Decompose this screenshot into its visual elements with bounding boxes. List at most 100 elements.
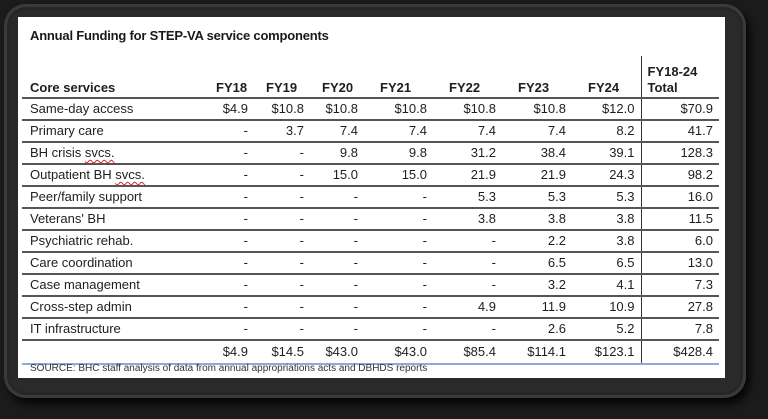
cell-total: 7.8 <box>640 318 719 341</box>
cell-fy22: 7.4 <box>433 120 502 143</box>
total-cell-fy21: $43.0 <box>364 340 433 365</box>
cell-fy18: - <box>204 142 254 165</box>
cell-fy18: - <box>204 318 254 341</box>
cell-fy23: 5.3 <box>502 186 572 209</box>
cell-total: 98.2 <box>640 164 719 187</box>
header-fy23: FY23 <box>502 56 572 99</box>
cell-total: 7.3 <box>640 274 719 297</box>
table-row: Care coordination - - - - -6.5 6.5 13.0 <box>22 252 719 275</box>
cell-fy19: - <box>254 274 310 297</box>
cell-fy23: 11.9 <box>502 296 572 319</box>
table-row: Veterans' BH - - - -3.8 3.8 3.8 11.5 <box>22 208 719 231</box>
cell-fy21: 15.0 <box>364 164 433 187</box>
cell-fy23: 3.8 <box>502 208 572 231</box>
table-row: Outpatient BH svcs. - -15.0 15.0 21.9 21.9 24.… <box>22 164 719 187</box>
cell-fy23: 7.4 <box>502 120 572 143</box>
cell-fy18: - <box>204 274 254 297</box>
cell-fy22: - <box>433 318 502 341</box>
table-row: Peer/family support - - - -5.3 5.3 5.3 16.0 <box>22 186 719 209</box>
totals-label <box>22 340 204 365</box>
spellcheck-flagged-word: svcs. <box>115 167 145 182</box>
cell-fy21: - <box>364 274 433 297</box>
total-cell-fy20: $43.0 <box>310 340 364 365</box>
header-fy24: FY24 <box>572 56 641 99</box>
cell-total: $70.9 <box>640 98 719 121</box>
cell-fy22: 4.9 <box>433 296 502 319</box>
cell-total: 128.3 <box>640 142 719 165</box>
cell-fy20: - <box>310 296 364 319</box>
total-cell-fy24: $123.1 <box>572 340 641 365</box>
cell-fy21: 9.8 <box>364 142 433 165</box>
header-core-services: Core services <box>22 56 204 99</box>
cell-fy22: - <box>433 252 502 275</box>
cell-fy21: - <box>364 252 433 275</box>
row-service-name-prefix: Outpatient BH <box>30 167 116 182</box>
cell-fy24: 8.2 <box>572 120 641 143</box>
cell-fy19: - <box>254 252 310 275</box>
cell-fy21: $10.8 <box>364 98 433 121</box>
row-service-name: Primary care <box>22 120 204 143</box>
cell-fy24: 6.5 <box>572 252 641 275</box>
header-row: Core services FY18 FY19 FY20 FY21 FY22 F… <box>22 56 719 99</box>
totals-row: $4.9 $14.5 $43.0 $43.0 $85.4 $114.1 $123.1 $428… <box>22 340 719 365</box>
cell-fy24: 3.8 <box>572 230 641 253</box>
cell-fy23: $10.8 <box>502 98 572 121</box>
total-cell-fy23: $114.1 <box>502 340 572 365</box>
row-service-name: Peer/family support <box>22 186 204 209</box>
header-fy18: FY18 <box>204 56 254 99</box>
table-row: Same-day access $4.9 $10.8 $10.8 $10.8 $10.8 $… <box>22 98 719 121</box>
cell-fy23: 2.2 <box>502 230 572 253</box>
cell-fy21: 7.4 <box>364 120 433 143</box>
cell-fy23: 3.2 <box>502 274 572 297</box>
row-service-name: Cross-step admin <box>22 296 204 319</box>
cell-fy19: - <box>254 318 310 341</box>
row-service-name: Outpatient BH svcs. <box>22 164 204 187</box>
cell-fy23: 6.5 <box>502 252 572 275</box>
cell-fy20: - <box>310 208 364 231</box>
cell-fy24: 4.1 <box>572 274 641 297</box>
cell-fy21: - <box>364 230 433 253</box>
cell-total: 11.5 <box>640 208 719 231</box>
header-fy21: FY21 <box>364 56 433 99</box>
table-row: Cross-step admin - - - -4.9 11.9 10.9 27.8 <box>22 296 719 319</box>
cell-total: 6.0 <box>640 230 719 253</box>
cell-fy22: 3.8 <box>433 208 502 231</box>
header-total: FY18-24 Total <box>640 56 719 99</box>
cell-total: 27.8 <box>640 296 719 319</box>
header-fy19: FY19 <box>254 56 310 99</box>
cell-fy18: - <box>204 186 254 209</box>
cell-fy24: 10.9 <box>572 296 641 319</box>
source-note: SOURCE: BHC staff analysis of data from … <box>30 363 428 374</box>
spellcheck-flagged-word: svcs. <box>84 145 115 160</box>
cell-fy24: 5.2 <box>572 318 641 341</box>
cell-fy19: 3.7 <box>254 120 310 143</box>
table-panel: Annual Funding for STEP-VA service compo… <box>18 17 725 378</box>
table-row: Case management - - - - -3.2 4.1 7.3 <box>22 274 719 297</box>
cell-fy23: 21.9 <box>502 164 572 187</box>
header-total-line1: FY18-24 <box>647 64 698 79</box>
total-cell-fy22: $85.4 <box>433 340 502 365</box>
cell-fy19: - <box>254 186 310 209</box>
cell-fy19: - <box>254 142 310 165</box>
cell-total: 41.7 <box>640 120 719 143</box>
cell-fy18: - <box>204 296 254 319</box>
cell-fy23: 2.6 <box>502 318 572 341</box>
cell-fy18: $4.9 <box>204 98 254 121</box>
table-row: Psychiatric rehab. - - - - -2.2 3.8 6.0 <box>22 230 719 253</box>
cell-fy22: 21.9 <box>433 164 502 187</box>
header-fy22: FY22 <box>433 56 502 99</box>
cell-fy22: 31.2 <box>433 142 502 165</box>
cell-fy21: - <box>364 296 433 319</box>
row-service-name: Care coordination <box>22 252 204 275</box>
cell-fy24: 3.8 <box>572 208 641 231</box>
header-total-line2: Total <box>647 80 678 95</box>
cell-fy18: - <box>204 208 254 231</box>
cell-fy20: - <box>310 274 364 297</box>
cell-fy24: 39.1 <box>572 142 641 165</box>
cell-fy18: - <box>204 164 254 187</box>
row-service-name: Psychiatric rehab. <box>22 230 204 253</box>
table-row: BH crisis svcs. - -9.8 9.8 31.2 38.4 39.1 128.3 <box>22 142 719 165</box>
cell-fy20: - <box>310 186 364 209</box>
cell-fy19: - <box>254 296 310 319</box>
table-row: IT infrastructure - - - - -2.6 5.2 7.8 <box>22 318 719 341</box>
